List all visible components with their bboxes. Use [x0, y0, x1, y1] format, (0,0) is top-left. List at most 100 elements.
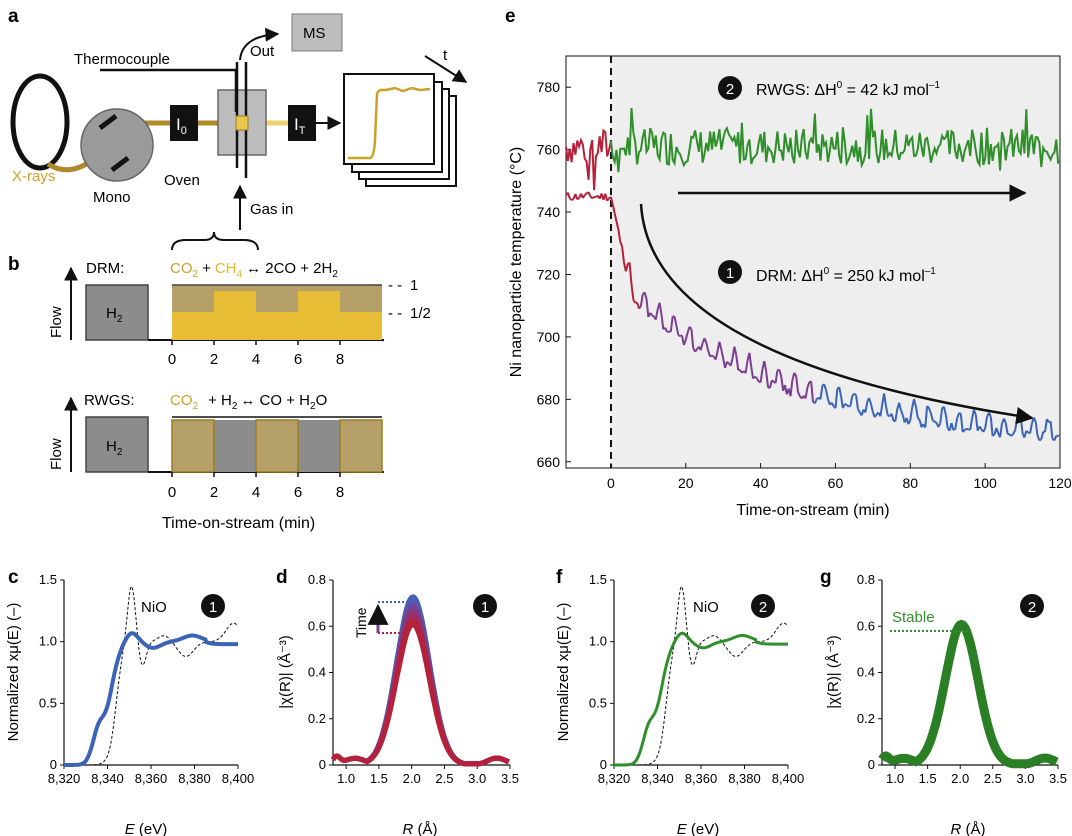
e-drm-segment — [944, 414, 949, 429]
e-ytick-label: 680 — [537, 391, 561, 407]
rwgs-co2-segment — [171, 419, 215, 473]
g-xtick-label: 3.5 — [1049, 771, 1067, 786]
rwgs-co2-segment — [255, 419, 299, 473]
e-drm-marker — [718, 260, 742, 284]
drm-tick-label: 8 — [336, 351, 344, 368]
e-drm-segment — [778, 369, 783, 377]
d-xtick-label: 3.5 — [501, 771, 519, 786]
e-drm-segment — [771, 379, 775, 383]
e-drm-segment — [898, 402, 902, 411]
drm-label: DRM: — [86, 260, 124, 277]
f-marker-num: 2 — [759, 599, 767, 616]
e-drm-segment — [917, 417, 921, 421]
time-label: t — [443, 47, 448, 64]
e-drm-segment — [883, 393, 887, 407]
rwgs-tick-label: 4 — [252, 484, 260, 501]
g-xtick-label: 1.5 — [919, 771, 937, 786]
e-drm-segment — [664, 327, 668, 333]
e-drm-trend-arrow — [639, 203, 1034, 425]
e-xtick-label: 120 — [1048, 475, 1072, 491]
e-drm-segment — [660, 313, 665, 330]
e-xtick-label: 20 — [678, 475, 694, 491]
drm-brace — [171, 231, 259, 251]
c-ytick-label: 1.5 — [39, 572, 57, 587]
panel-labels: a b e c d f g — [8, 6, 832, 588]
panel-label-f: f — [556, 567, 563, 588]
drm-level-half-dash: - - — [388, 305, 402, 322]
e-drm-segment — [643, 292, 648, 299]
i0-detector — [170, 105, 198, 141]
e-drm-segment — [857, 408, 861, 413]
g-xtick-label: 2.0 — [951, 771, 969, 786]
f-ytick-label: 0.5 — [589, 695, 607, 710]
e-drm-segment — [1046, 418, 1050, 423]
drm-ch4-segment — [256, 312, 298, 340]
e-drm-segment — [870, 403, 874, 413]
e-drm-segment — [978, 425, 983, 430]
e-drm-segment — [651, 314, 655, 318]
e-drm-segment — [961, 429, 966, 433]
f-ytick-label: 1.0 — [589, 634, 607, 649]
e-drm-segment — [950, 422, 955, 431]
panel-b-flow: Flow DRM: CO2 + CH4 ↔ 2CO + 2H2 H2 - - 1 - … — [48, 231, 431, 532]
e-ytick-label: 760 — [537, 142, 561, 158]
gas-in-label: Gas in — [250, 201, 293, 218]
e-ytick-label: 740 — [537, 204, 561, 220]
e-drm-segment — [606, 197, 610, 202]
e-drm-segment — [568, 197, 573, 201]
e-drm-segment — [989, 416, 994, 436]
c-ytick-label: 0 — [50, 757, 57, 772]
e-drm-segment — [899, 409, 904, 416]
panel-a-schematic: I0 Thermocouple Out MS Oven Gas in X-ray… — [10, 13, 468, 230]
e-drm-segment — [699, 342, 704, 351]
e-drm-segment — [907, 419, 912, 425]
e-drm-segment — [581, 194, 586, 199]
e-drm-segment — [756, 377, 760, 383]
g-xtick-label: 2.5 — [984, 771, 1002, 786]
e-drm-segment — [914, 406, 919, 418]
drm-h2-block — [85, 284, 149, 341]
c-xlabel: E (eV) — [125, 821, 168, 836]
panel-label-a: a — [8, 6, 19, 27]
e-drm-segment — [705, 342, 710, 352]
e-drm-segment — [864, 401, 869, 413]
catalyst-bed — [235, 115, 249, 131]
e-drm-segment — [929, 413, 934, 421]
d-curves — [330, 594, 510, 767]
panel-d-chart: 1.0 1.5 2.0 2.5 3.0 3.5 0 0.2 0.4 0.6 0.8 Time 1 R… — [277, 572, 519, 836]
e-ytick-label: 660 — [537, 454, 561, 470]
f-xtick-label: 8,340 — [641, 771, 674, 786]
e-drm-line — [565, 191, 1061, 442]
synchrotron-ring — [10, 73, 70, 171]
e-drm-segment — [937, 422, 942, 428]
e-drm-segment — [939, 408, 944, 424]
e-drm-segment — [741, 370, 745, 374]
d-marker — [473, 594, 497, 618]
f-ytick-label: 0 — [600, 757, 607, 772]
e-drm-segment — [943, 406, 947, 416]
e-drm-segment — [609, 196, 614, 206]
e-drm-segment — [735, 355, 740, 371]
e-drm-segment — [1012, 429, 1016, 435]
e-drm-segment — [763, 360, 768, 372]
drm-tick-label: 6 — [294, 351, 302, 368]
c-xtick-label: 8,340 — [91, 771, 124, 786]
drm-level-1-dash: - - — [388, 277, 402, 294]
e-drm-segment — [720, 349, 725, 359]
c-marker — [201, 594, 225, 618]
mono-crystal-2 — [110, 156, 130, 172]
d-xtick-label: 1.5 — [370, 771, 388, 786]
e-ticks: 0 20 40 60 80 100 120 660 680 700 720 740 760 780 — [537, 79, 1072, 491]
f-xtick-label: 8,320 — [598, 771, 631, 786]
g-ytick-label: 0.6 — [857, 618, 875, 633]
e-drm-segment — [819, 385, 824, 400]
e-drm-segment — [587, 191, 592, 197]
e-drm-segment — [694, 348, 698, 353]
e-drm-segment — [969, 418, 974, 431]
e-drm-segment — [632, 299, 637, 304]
e-drm-segment — [885, 406, 889, 416]
d-ticks: 1.0 1.5 2.0 2.5 3.0 3.5 0 0.2 0.4 0.6 0.8 — [308, 572, 519, 786]
e-drm-segment — [879, 404, 884, 417]
monochromator — [80, 108, 154, 182]
